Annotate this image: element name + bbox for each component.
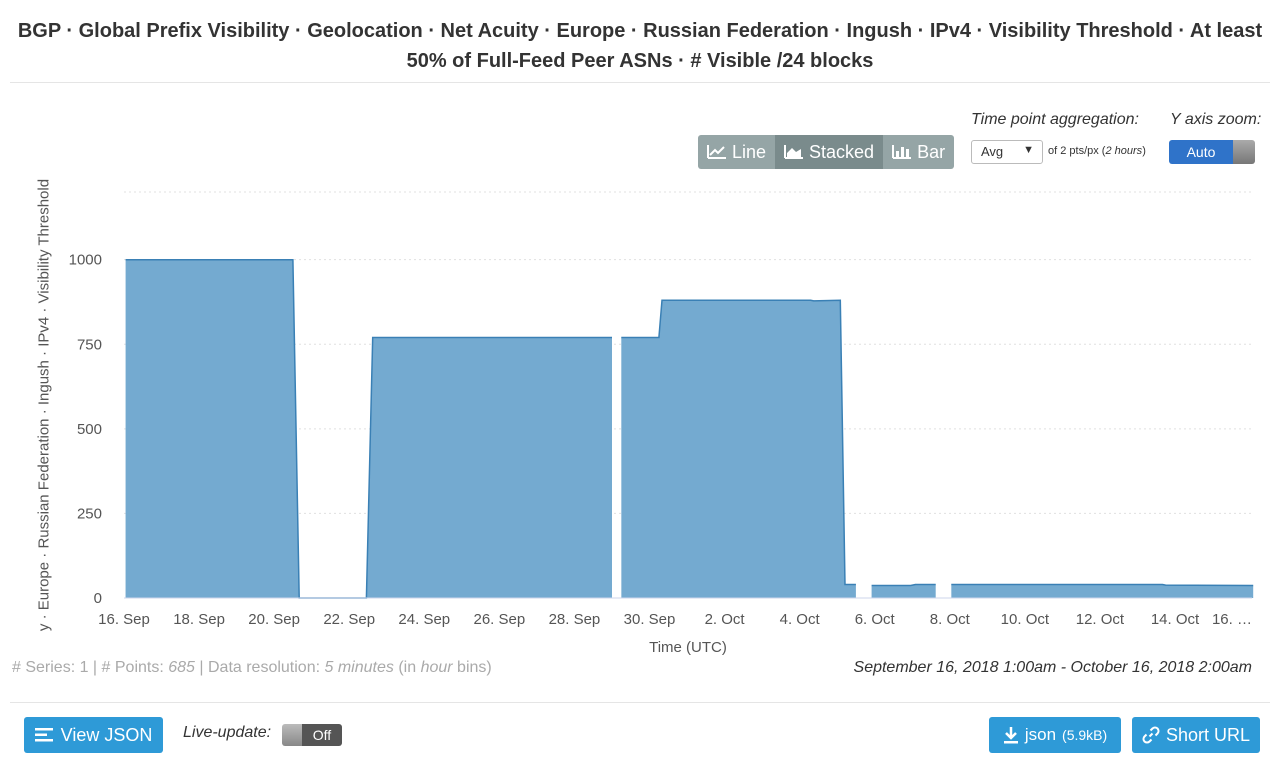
series-line bbox=[871, 583, 936, 587]
x-tick-label: 2. Oct bbox=[705, 611, 746, 628]
y-tick-label: 750 bbox=[77, 336, 102, 353]
x-tick-label: 20. Sep bbox=[248, 611, 300, 628]
bar-mode-label: Bar bbox=[917, 141, 946, 162]
series-line bbox=[621, 299, 856, 586]
area-chart-icon bbox=[784, 145, 804, 159]
x-tick-label: 30. Sep bbox=[624, 611, 676, 628]
x-tick-label: 22. Sep bbox=[323, 611, 375, 628]
x-tick-label: 10. Oct bbox=[1001, 611, 1050, 628]
x-tick-label: 18. Sep bbox=[173, 611, 225, 628]
aggregation-select[interactable]: Avg ▼ bbox=[971, 140, 1043, 164]
aggregation-note: of 2 pts/px (2 hours) bbox=[1048, 145, 1146, 157]
x-tick-label: 28. Sep bbox=[549, 611, 601, 628]
download-size: (5.9kB) bbox=[1062, 727, 1108, 743]
divider bbox=[10, 82, 1270, 83]
y-tick-label: 0 bbox=[94, 590, 102, 607]
series-area[interactable] bbox=[621, 300, 856, 598]
x-tick-label: 24. Sep bbox=[398, 611, 450, 628]
caret-down-icon: ▼ bbox=[1023, 144, 1034, 156]
series-area[interactable] bbox=[951, 584, 1254, 599]
stacked-mode-button[interactable]: Stacked bbox=[775, 135, 884, 169]
x-tick-label: 8. Oct bbox=[930, 611, 971, 628]
x-tick-label: 16. … bbox=[1212, 611, 1252, 628]
x-tick-label: 4. Oct bbox=[780, 611, 821, 628]
chart-area: 0 250 500 750 1000 16. Sep 18. Sep 20. Sep 22. S… bbox=[69, 191, 1254, 656]
download-icon bbox=[1003, 727, 1018, 744]
divider bbox=[10, 702, 1270, 703]
list-icon bbox=[34, 728, 53, 742]
short-url-label: Short URL bbox=[1165, 724, 1251, 745]
chart-mode-group: Line Stacked Bar bbox=[698, 135, 955, 169]
chart-title: BGP · Global Prefix Visibility · Geoloca… bbox=[17, 20, 1263, 72]
y-zoom-label: Y axis zoom: bbox=[1170, 111, 1262, 128]
series-area[interactable] bbox=[871, 584, 936, 599]
line-mode-label: Line bbox=[732, 141, 767, 162]
time-range: September 16, 2018 1:00am - October 16, … bbox=[853, 659, 1252, 676]
x-tick-label: 14. Oct bbox=[1151, 611, 1200, 628]
x-axis-title: Time (UTC) bbox=[649, 639, 727, 656]
link-icon bbox=[1142, 726, 1160, 744]
view-json-button[interactable]: View JSON bbox=[24, 717, 163, 753]
download-json-button[interactable]: json (5.9kB) bbox=[989, 717, 1121, 753]
toggle-knob bbox=[1233, 140, 1255, 164]
live-update-toggle[interactable]: Off bbox=[282, 724, 342, 746]
series-line bbox=[951, 583, 1254, 587]
view-json-label: View JSON bbox=[60, 724, 153, 745]
y-zoom-toggle[interactable]: Auto bbox=[1169, 140, 1255, 164]
x-tick-label: 26. Sep bbox=[473, 611, 525, 628]
series-stats: # Series: 1 | # Points: 685 | Data resol… bbox=[12, 659, 492, 676]
x-tick-label: 6. Oct bbox=[855, 611, 896, 628]
live-update-value: Off bbox=[302, 724, 342, 746]
toggle-knob bbox=[282, 724, 302, 746]
live-update-label: Live-update: bbox=[183, 724, 272, 741]
download-label: json bbox=[1024, 725, 1057, 744]
stacked-mode-label: Stacked bbox=[809, 141, 875, 162]
y-zoom-value: Auto bbox=[1169, 140, 1233, 164]
x-tick-label: 12. Oct bbox=[1076, 611, 1125, 628]
aggregation-label: Time point aggregation: bbox=[971, 111, 1139, 128]
y-tick-label: 250 bbox=[77, 505, 102, 522]
short-url-button[interactable]: Short URL bbox=[1132, 717, 1260, 753]
y-tick-label: 500 bbox=[77, 421, 102, 438]
line-chart-icon bbox=[707, 145, 726, 159]
y-tick-label: 1000 bbox=[69, 252, 102, 269]
series-area[interactable] bbox=[125, 259, 612, 598]
x-tick-label: 16. Sep bbox=[98, 611, 150, 628]
bar-chart-icon bbox=[892, 145, 912, 159]
line-mode-button[interactable]: Line bbox=[698, 135, 776, 169]
aggregation-value: Avg bbox=[981, 144, 1004, 159]
bar-mode-button[interactable]: Bar bbox=[883, 135, 955, 169]
